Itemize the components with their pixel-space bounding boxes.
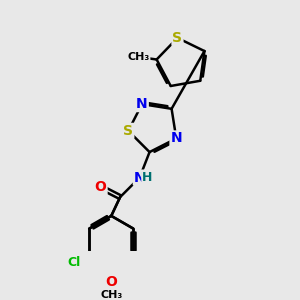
Text: H: H [142,171,153,184]
Text: CH₃: CH₃ [100,290,122,300]
Text: N: N [170,131,182,146]
Text: O: O [95,180,106,194]
Text: N: N [134,171,146,184]
Text: S: S [172,31,182,45]
Text: O: O [105,275,117,289]
Text: N: N [136,97,148,111]
Text: CH₃: CH₃ [127,52,149,62]
Text: Cl: Cl [68,256,81,269]
Text: S: S [123,124,133,138]
